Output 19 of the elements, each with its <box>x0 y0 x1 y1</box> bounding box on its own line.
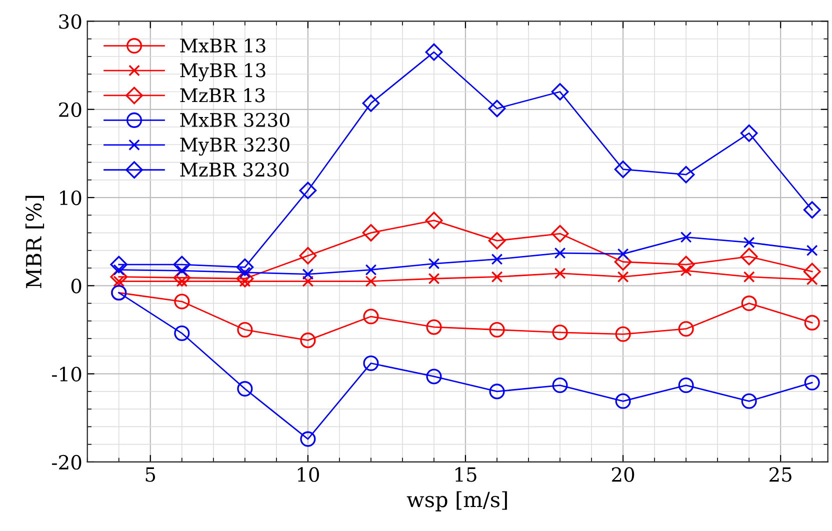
y-tick-label: 10 <box>60 190 82 206</box>
legend-label: MzBR 3230 <box>180 162 289 177</box>
legend-label: MzBR 13 <box>180 88 265 102</box>
x-axis-title: wsp [m/s] <box>406 491 507 512</box>
legend-label: MxBR 13 <box>180 38 266 53</box>
y-tick-label: -10 <box>52 366 82 382</box>
x-tick-label: 10 <box>298 467 320 482</box>
legend-label: MxBR 3230 <box>180 112 290 128</box>
x-tick-label: 25 <box>770 467 792 482</box>
y-tick-label: 30 <box>59 14 82 29</box>
y-tick-label: -20 <box>52 454 82 470</box>
y-tick-label: 20 <box>59 102 82 118</box>
legend-label: MyBR 3230 <box>180 138 290 156</box>
x-tick-label: 5 <box>146 467 156 482</box>
x-tick-label: 15 <box>455 467 476 482</box>
x-tick-label: 20 <box>612 467 634 482</box>
legend-label: MyBR 13 <box>180 63 266 82</box>
y-axis-title: MBR [%] <box>25 196 44 288</box>
y-tick-label: 0 <box>71 278 82 294</box>
